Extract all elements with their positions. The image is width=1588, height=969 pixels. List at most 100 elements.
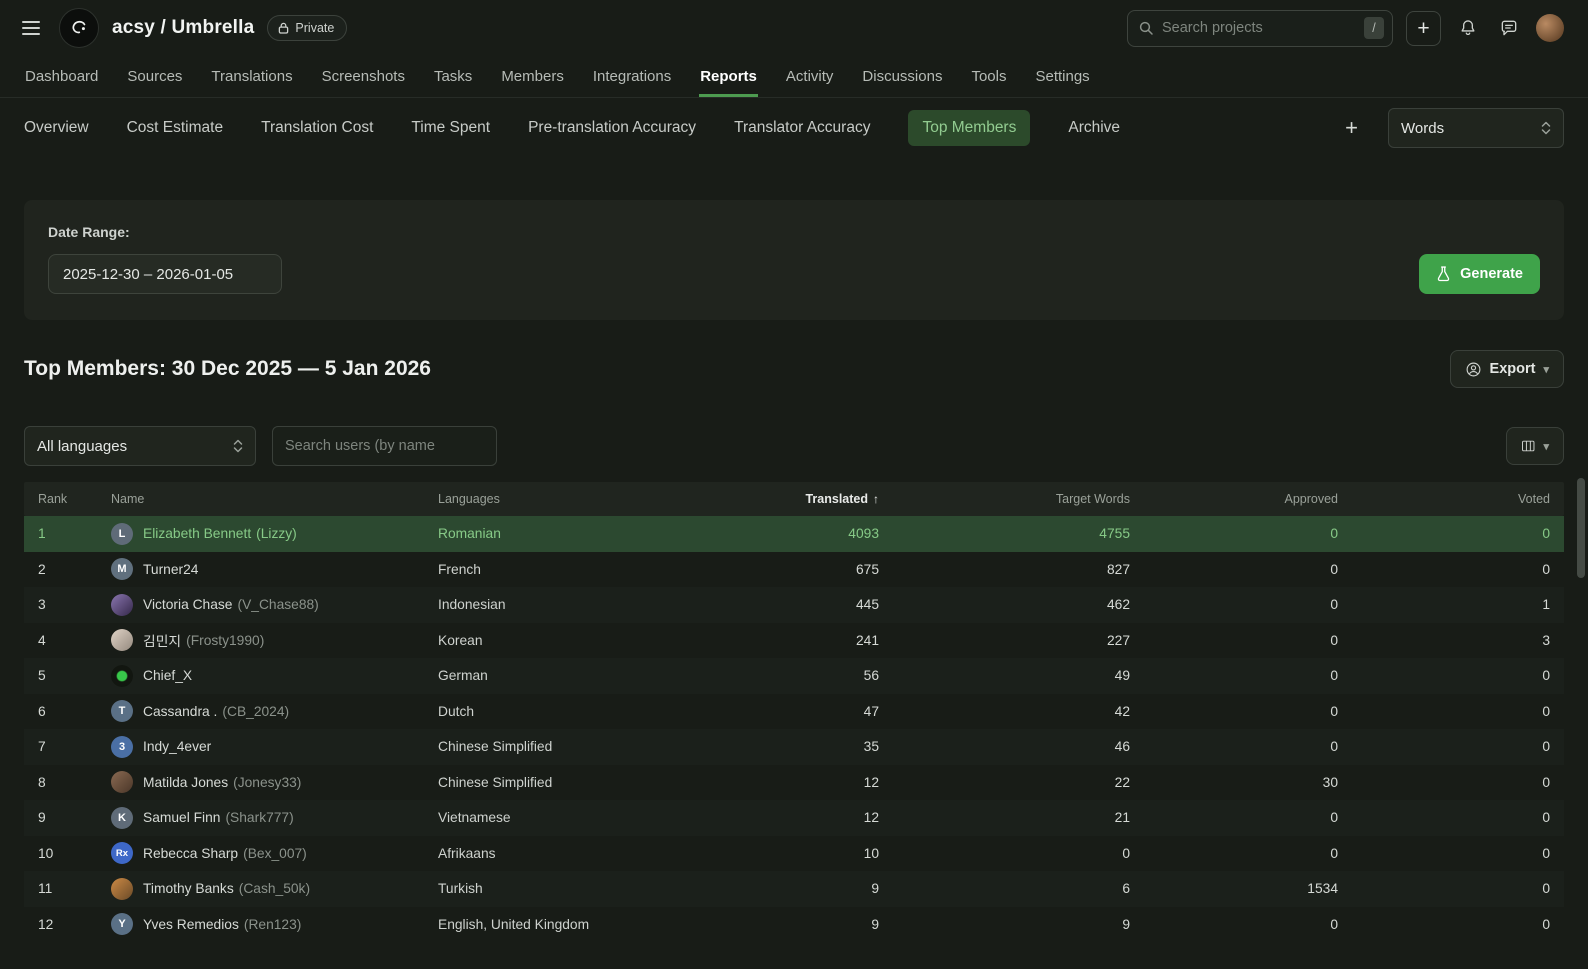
cell-approved: 0: [1330, 739, 1338, 755]
member-avatar: [111, 771, 133, 794]
cell-voted: 0: [1542, 526, 1550, 542]
table-row[interactable]: 4 김민지 (Frosty1990) Korean 241 227 0 3: [24, 623, 1564, 659]
cell-name: Rx Rebecca Sharp (Bex_007): [97, 842, 424, 865]
cell-name: L Elizabeth Bennett (Lizzy): [97, 522, 424, 545]
member-avatar: [111, 593, 133, 616]
member-name[interactable]: Samuel Finn: [143, 810, 221, 826]
tab-activity[interactable]: Activity: [785, 68, 834, 85]
member-name[interactable]: Yves Remedios: [143, 916, 239, 932]
table-row[interactable]: 12 Y Yves Remedios (Ren123) English, Uni…: [24, 907, 1564, 943]
columns-settings-button[interactable]: ▾: [1506, 427, 1564, 465]
table-columns-icon: [1522, 440, 1535, 452]
report-tab-pre-translation-accuracy[interactable]: Pre-translation Accuracy: [528, 119, 697, 136]
member-name[interactable]: 김민지: [143, 634, 182, 650]
top-bar: acsy / Umbrella Private / +: [0, 0, 1588, 56]
report-tab-translator-accuracy[interactable]: Translator Accuracy: [734, 119, 871, 136]
cell-rank: 4: [38, 632, 46, 648]
member-name[interactable]: Victoria Chase: [143, 597, 233, 613]
generate-button-label: Generate: [1460, 266, 1523, 282]
date-range-input[interactable]: 2025-12-30 – 2026-01-05: [48, 254, 282, 294]
col-translated[interactable]: Translated ↑: [805, 492, 879, 506]
table-row[interactable]: 9 K Samuel Finn (Shark777) Vietnamese 12…: [24, 800, 1564, 836]
tab-settings[interactable]: Settings: [1035, 68, 1090, 85]
export-button[interactable]: Export ▾: [1449, 350, 1564, 388]
col-approved[interactable]: Approved: [1284, 492, 1338, 506]
cell-target-words: 21: [1114, 810, 1130, 826]
menu-icon[interactable]: [22, 16, 46, 40]
report-tab-top-members[interactable]: Top Members: [908, 110, 1031, 146]
cell-languages: Chinese Simplified: [438, 739, 553, 755]
member-avatar: L: [111, 522, 133, 545]
unit-select-value: Words: [1401, 119, 1445, 137]
table-row[interactable]: 7 3 Indy_4ever Chinese Simplified 35 46 …: [24, 729, 1564, 765]
search-icon: [1139, 21, 1153, 35]
member-name[interactable]: Chief_X: [143, 668, 193, 684]
report-tab-translation-cost[interactable]: Translation Cost: [261, 119, 374, 136]
generate-button[interactable]: Generate: [1419, 254, 1540, 294]
member-name[interactable]: Matilda Jones: [143, 774, 229, 790]
col-target-words[interactable]: Target Words: [1055, 492, 1130, 506]
export-button-label: Export: [1489, 361, 1536, 377]
tab-screenshots[interactable]: Screenshots: [321, 68, 405, 85]
member-name[interactable]: Elizabeth Bennett: [143, 526, 252, 542]
member-name[interactable]: Indy_4ever: [143, 739, 212, 755]
member-avatar: 3: [111, 735, 133, 758]
report-tab-overview[interactable]: Overview: [24, 119, 89, 136]
report-tab-archive[interactable]: Archive: [1068, 119, 1121, 136]
tab-members[interactable]: Members: [501, 68, 564, 85]
cell-name: K Samuel Finn (Shark777): [97, 806, 424, 829]
tab-dashboard[interactable]: Dashboard: [25, 68, 99, 85]
tab-reports[interactable]: Reports: [699, 56, 758, 97]
user-avatar[interactable]: [1536, 14, 1564, 42]
tab-integrations[interactable]: Integrations: [592, 68, 672, 85]
cell-voted: 0: [1542, 703, 1550, 719]
project-search[interactable]: /: [1127, 9, 1393, 47]
cell-name: Matilda Jones (Jonesy33): [97, 771, 424, 794]
member-username: (CB_2024): [222, 703, 290, 719]
search-input[interactable]: [1162, 20, 1356, 36]
cell-languages: German: [438, 668, 488, 684]
create-button[interactable]: +: [1406, 10, 1441, 46]
messages-button[interactable]: [1495, 14, 1523, 42]
cell-translated: 4093: [848, 526, 879, 542]
cell-approved: 30: [1322, 774, 1338, 790]
tab-sources[interactable]: Sources: [127, 68, 183, 85]
member-avatar: Y: [111, 913, 133, 936]
col-name[interactable]: Name: [111, 492, 145, 506]
col-languages[interactable]: Languages: [438, 492, 500, 506]
cell-languages: Indonesian: [438, 597, 506, 613]
table-row[interactable]: 11 Timothy Banks (Cash_50k) Turkish 9 6 …: [24, 871, 1564, 907]
user-search-input[interactable]: [285, 438, 484, 454]
tab-tasks[interactable]: Tasks: [433, 68, 473, 85]
col-voted[interactable]: Voted: [1518, 492, 1550, 506]
member-name[interactable]: Cassandra .: [143, 703, 218, 719]
member-name[interactable]: Timothy Banks: [143, 881, 234, 897]
tab-tools[interactable]: Tools: [971, 68, 1007, 85]
cell-rank: 9: [38, 810, 46, 826]
table-row[interactable]: 10 Rx Rebecca Sharp (Bex_007) Afrikaans …: [24, 836, 1564, 872]
member-name[interactable]: Turner24: [143, 561, 199, 577]
notifications-button[interactable]: [1454, 14, 1482, 42]
member-name[interactable]: Rebecca Sharp: [143, 845, 239, 861]
privacy-badge-label: Private: [295, 21, 335, 35]
tab-discussions[interactable]: Discussions: [862, 68, 943, 85]
report-tab-cost-estimate[interactable]: Cost Estimate: [126, 119, 224, 136]
unit-select[interactable]: Words: [1388, 108, 1564, 148]
table-row[interactable]: 8 Matilda Jones (Jonesy33) Chinese Simpl…: [24, 765, 1564, 801]
cell-target-words: 462: [1106, 597, 1130, 613]
cell-voted: 0: [1542, 916, 1550, 932]
col-rank[interactable]: Rank: [38, 492, 68, 506]
table-row[interactable]: 6 T Cassandra . (CB_2024) Dutch 47 42 0 …: [24, 694, 1564, 730]
table-row[interactable]: 2 M Turner24 French 675 827 0 0: [24, 552, 1564, 588]
add-report-button[interactable]: +: [1337, 115, 1366, 141]
language-filter-select[interactable]: All languages: [24, 426, 256, 466]
table-row[interactable]: 1 L Elizabeth Bennett (Lizzy) Romanian 4…: [24, 516, 1564, 552]
table-row[interactable]: 5 Chief_X German 56 49 0 0: [24, 658, 1564, 694]
member-username: (Frosty1990): [186, 632, 265, 648]
report-tab-time-spent[interactable]: Time Spent: [411, 119, 491, 136]
scrollbar-thumb[interactable]: [1577, 478, 1585, 578]
tab-translations[interactable]: Translations: [211, 68, 293, 85]
table-row[interactable]: 3 Victoria Chase (V_Chase88) Indonesian …: [24, 587, 1564, 623]
app-logo[interactable]: [59, 8, 99, 48]
user-search[interactable]: [272, 426, 497, 466]
